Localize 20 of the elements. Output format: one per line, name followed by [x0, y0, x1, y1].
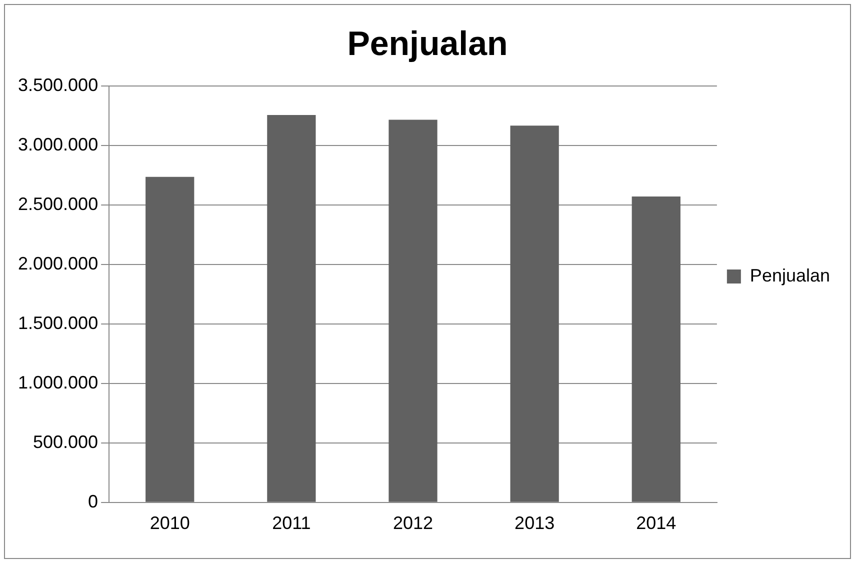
- y-tick-label: 1.500.000: [18, 312, 98, 333]
- y-tick-label: 500.000: [33, 432, 98, 452]
- y-tick-label: 2.000.000: [18, 253, 98, 274]
- y-tick-label: 1.000.000: [18, 372, 98, 392]
- y-tick-label: 2.500.000: [18, 194, 98, 214]
- y-tick-label: 3.000.000: [18, 134, 98, 154]
- bar: [388, 120, 438, 502]
- y-tick-label: 3.500.000: [18, 74, 98, 95]
- x-tick-label: 2014: [636, 513, 676, 534]
- chart-title: Penjualan: [347, 24, 508, 63]
- x-tick-label: 2012: [392, 513, 434, 534]
- x-tick-label: 2013: [514, 513, 555, 534]
- x-tick-label: 2011: [272, 513, 311, 534]
- bar: [267, 114, 316, 502]
- y-tick-label: 0: [88, 491, 98, 512]
- bar: [146, 176, 194, 502]
- legend-label: Penjualan: [750, 265, 830, 286]
- x-tick-label: 2010: [150, 513, 190, 534]
- bar: [510, 126, 559, 502]
- bar: [632, 196, 680, 502]
